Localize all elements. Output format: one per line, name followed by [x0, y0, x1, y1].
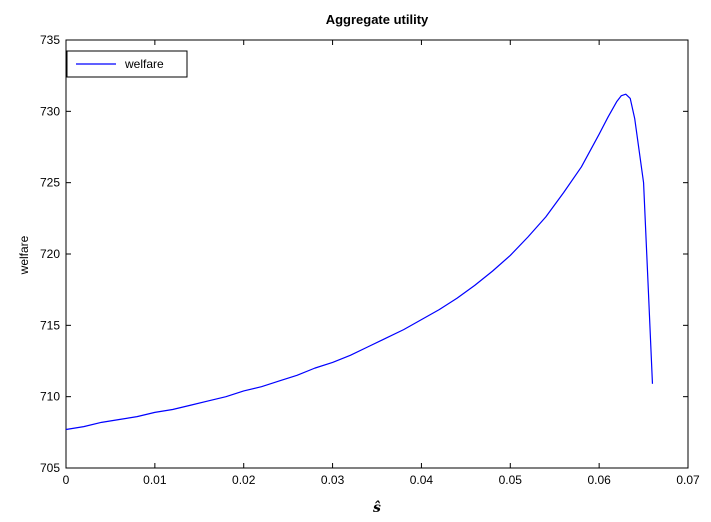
y-tick-label: 705 [40, 461, 60, 475]
x-tick-label: 0.04 [410, 473, 434, 487]
y-tick-label: 710 [40, 390, 60, 404]
y-tick-label: 720 [40, 247, 60, 261]
x-tick-label: 0.07 [676, 473, 700, 487]
series-line-welfare [65, 93, 654, 431]
legend: welfare [66, 50, 188, 78]
axis-ticks: 0 0.01 0.02 0.03 0.04 0.05 0.06 0.07 705 710 715 72… [40, 33, 700, 487]
x-tick-label: 0.05 [499, 473, 523, 487]
plot-area [65, 39, 689, 469]
x-tick-label: 0.01 [143, 473, 167, 487]
x-tick-label: 0 [63, 473, 70, 487]
y-tick-label: 725 [40, 176, 60, 190]
legend-label-welfare: welfare [124, 57, 164, 71]
x-tick-label: 0.02 [232, 473, 256, 487]
y-tick-label: 735 [40, 33, 60, 47]
x-tick-label: 0.03 [321, 473, 345, 487]
y-tick-label: 715 [40, 318, 60, 332]
x-axis-label: ŝ [373, 500, 381, 516]
series-group [65, 93, 654, 431]
y-tick-label: 730 [40, 104, 60, 118]
x-tick-label: 0.06 [587, 473, 611, 487]
y-axis-label: welfare [17, 235, 31, 275]
chart-title: Aggregate utility [326, 12, 429, 27]
